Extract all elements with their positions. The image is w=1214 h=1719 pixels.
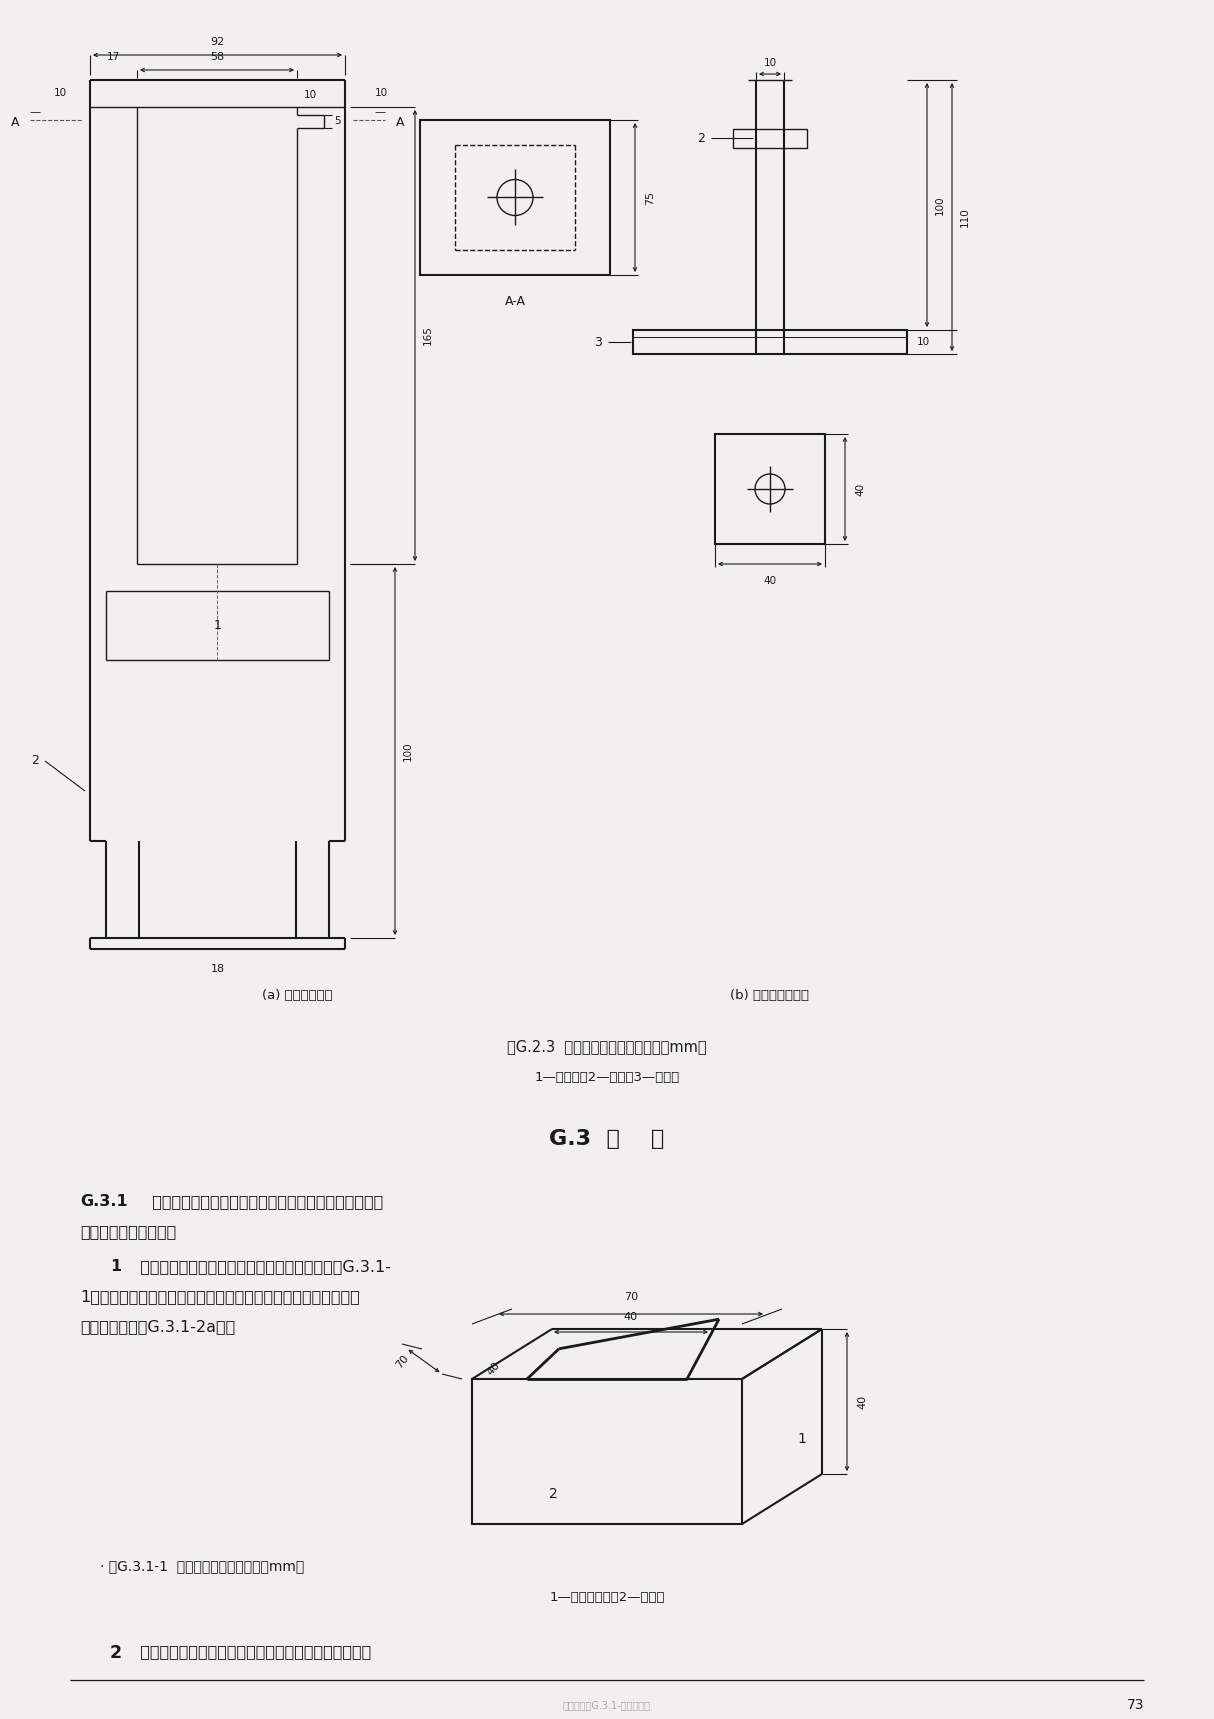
Text: 40: 40	[764, 576, 777, 586]
Text: 混凝土试块G.3.1-一次测定图: 混凝土试块G.3.1-一次测定图	[563, 1700, 651, 1710]
Text: 构造应符合下列规定：: 构造应符合下列规定：	[80, 1224, 176, 1239]
Text: A: A	[396, 115, 404, 129]
Text: 100: 100	[403, 741, 413, 762]
Text: 110: 110	[960, 206, 970, 227]
Text: 1—镑夹具；2—螺杆；3—标准块: 1—镑夹具；2—螺杆；3—标准块	[534, 1071, 680, 1085]
Text: 10: 10	[375, 88, 388, 98]
Text: A-A: A-A	[505, 296, 526, 308]
Text: —: —	[374, 107, 386, 117]
Text: 18: 18	[210, 964, 225, 975]
Text: 73: 73	[1127, 1698, 1144, 1712]
Text: 2: 2	[549, 1487, 557, 1501]
Text: 以胶粘剂为粘结材料的试件应由混凝土试块（图G.3.1-: 以胶粘剂为粘结材料的试件应由混凝土试块（图G.3.1-	[130, 1258, 391, 1274]
Text: 1—混凝土试块；2—预切缝: 1—混凝土试块；2—预切缝	[549, 1592, 665, 1604]
Text: 互粘合而成（图G.3.1-2a）；: 互粘合而成（图G.3.1-2a）；	[80, 1318, 236, 1334]
Text: 40: 40	[486, 1360, 503, 1377]
Bar	[733, 129, 807, 148]
Text: 165: 165	[422, 325, 433, 346]
Text: 17: 17	[107, 52, 120, 62]
Text: 2: 2	[110, 1643, 123, 1662]
Bar	[715, 433, 826, 543]
Text: G.3  试    件: G.3 试 件	[550, 1129, 664, 1148]
Bar	[472, 1379, 742, 1525]
Bar	[420, 120, 609, 275]
Text: 10: 10	[764, 58, 777, 69]
Text: 40: 40	[624, 1312, 639, 1322]
Bar	[632, 330, 907, 354]
Text: 试验室条件下测定正拉粘结强度应采用组合式试件，其: 试验室条件下测定正拉粘结强度应采用组合式试件，其	[142, 1195, 384, 1208]
Text: 75: 75	[645, 191, 656, 205]
Text: (a) 带拉杆镑夹具: (a) 带拉杆镑夹具	[262, 988, 333, 1002]
Text: (b) 带螺杆镑标准块: (b) 带螺杆镑标准块	[731, 988, 810, 1002]
Text: —: —	[29, 107, 40, 117]
Text: 2: 2	[32, 755, 39, 767]
Text: G.3.1: G.3.1	[80, 1195, 127, 1208]
Text: · 图G.3.1-1  混凝土试块形式及尺寸（mm）: · 图G.3.1-1 混凝土试块形式及尺寸（mm）	[100, 1559, 305, 1573]
Text: 10: 10	[917, 337, 930, 347]
Text: 1: 1	[214, 619, 221, 633]
Text: 1）、胶粘剂、加固材料（如纤维复合材或镑板等）及镑标准块相: 1）、胶粘剂、加固材料（如纤维复合材或镑板等）及镑标准块相	[80, 1289, 359, 1305]
Text: 3: 3	[594, 335, 602, 349]
Text: 100: 100	[935, 196, 944, 215]
Text: 70: 70	[393, 1353, 410, 1370]
Text: 5: 5	[334, 117, 341, 127]
Text: 1: 1	[110, 1258, 121, 1274]
Text: 1: 1	[798, 1432, 806, 1446]
Text: 92: 92	[210, 38, 225, 46]
Text: 70: 70	[624, 1293, 639, 1301]
Text: A: A	[11, 115, 19, 129]
Text: 以结构用聚合物改性水泥砂浆为粘结材料的试件应由混: 以结构用聚合物改性水泥砂浆为粘结材料的试件应由混	[130, 1643, 371, 1659]
Text: 58: 58	[210, 52, 225, 62]
Text: 10: 10	[304, 89, 317, 100]
Text: 图G.2.3  试件夹具及锱标准块尺寸（mm）: 图G.2.3 试件夹具及锱标准块尺寸（mm）	[507, 1038, 707, 1054]
Text: 40: 40	[855, 483, 866, 495]
Text: 40: 40	[857, 1394, 867, 1408]
Text: 10: 10	[53, 88, 67, 98]
Text: 2: 2	[697, 132, 705, 144]
